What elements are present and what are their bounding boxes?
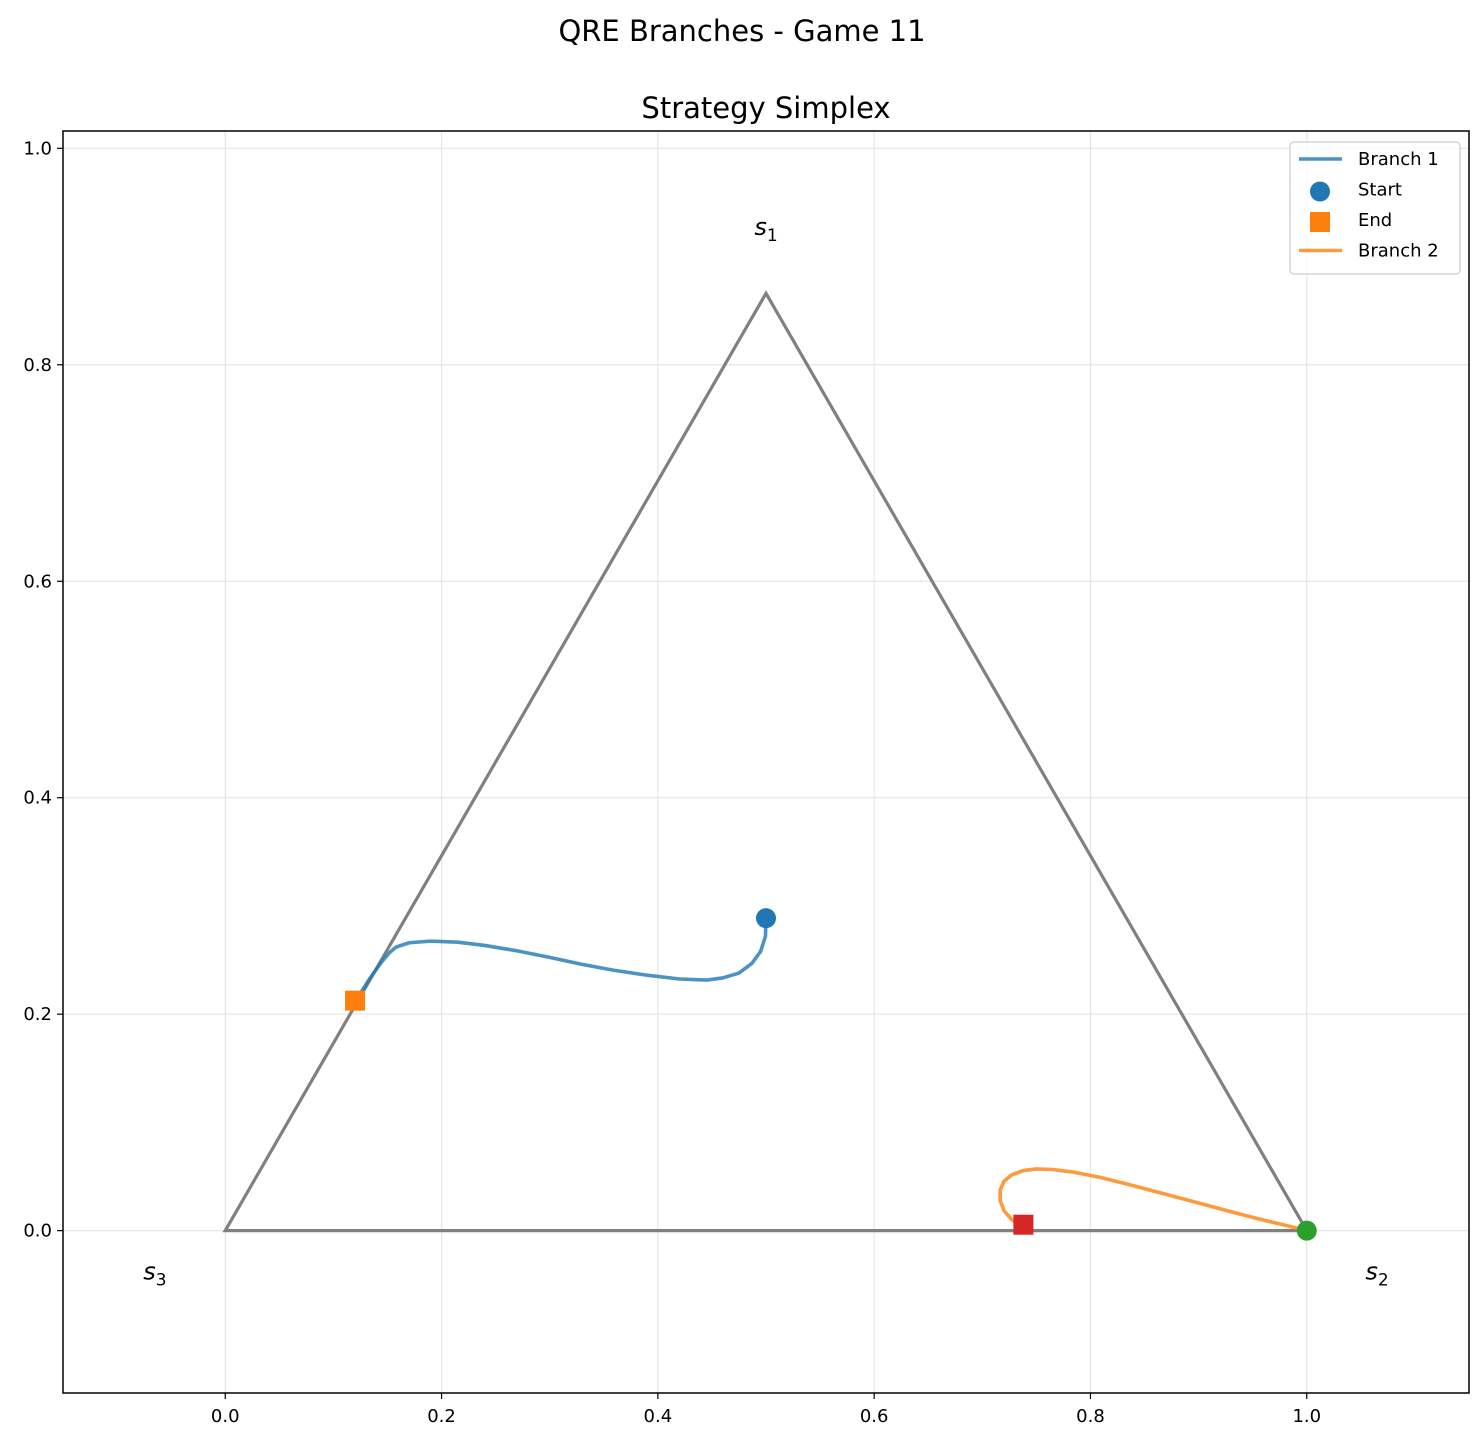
x-tick-label: 0.4 <box>644 1406 673 1427</box>
axis-ticks: 0.0 0.2 0.4 0.6 0.8 1.0 0.0 0.2 0.4 0.6 0.8 1.0 <box>23 138 1321 1427</box>
grid <box>63 131 1469 1393</box>
y-tick-label: 0.0 <box>23 1221 52 1242</box>
strategy-simplex <box>222 290 1310 1233</box>
legend: Branch 1 Start End Branch 2 <box>1289 141 1461 275</box>
y-tick-label: 0.8 <box>23 355 52 376</box>
legend-label: End <box>1358 210 1392 231</box>
x-tick-label: 0.6 <box>860 1406 889 1427</box>
legend-box <box>1289 141 1461 275</box>
legend-label: Branch 1 <box>1358 149 1439 170</box>
branch-2-end-marker <box>1013 1214 1034 1235</box>
vertex-label-s1: s1 <box>754 213 777 246</box>
chart-title: Strategy Simplex <box>641 91 890 125</box>
simplex-triangle <box>222 290 1310 1233</box>
x-tick-label: 0.8 <box>1076 1406 1105 1427</box>
y-tick-label: 1.0 <box>23 138 52 159</box>
x-tick-label: 0.2 <box>427 1406 456 1427</box>
legend-circle-handle <box>1310 181 1330 202</box>
branch-1-start-marker <box>756 908 776 929</box>
legend-label: Branch 2 <box>1358 241 1439 262</box>
vertex-label-s2: s2 <box>1365 1257 1388 1290</box>
x-tick-label: 0.0 <box>211 1406 240 1427</box>
vertex-label-s3: s3 <box>143 1257 166 1290</box>
legend-label: Start <box>1358 180 1402 201</box>
y-tick-label: 0.2 <box>23 1004 52 1025</box>
branch-1-line <box>353 916 768 1003</box>
legend-square-handle <box>1310 212 1330 232</box>
branch-2-line <box>998 1167 1309 1233</box>
vertex-labels: s1 s2 s3 <box>143 213 1388 1290</box>
y-tick-label: 0.4 <box>23 788 52 809</box>
y-tick-label: 0.6 <box>23 571 52 592</box>
x-tick-label: 1.0 <box>1292 1406 1321 1427</box>
branch-2-start-marker <box>1296 1220 1317 1241</box>
branch-series <box>345 908 1317 1241</box>
branch-1-end-marker <box>345 990 366 1011</box>
figure-suptitle: QRE Branches - Game 11 <box>558 14 925 48</box>
axes-frame <box>62 130 1470 1394</box>
